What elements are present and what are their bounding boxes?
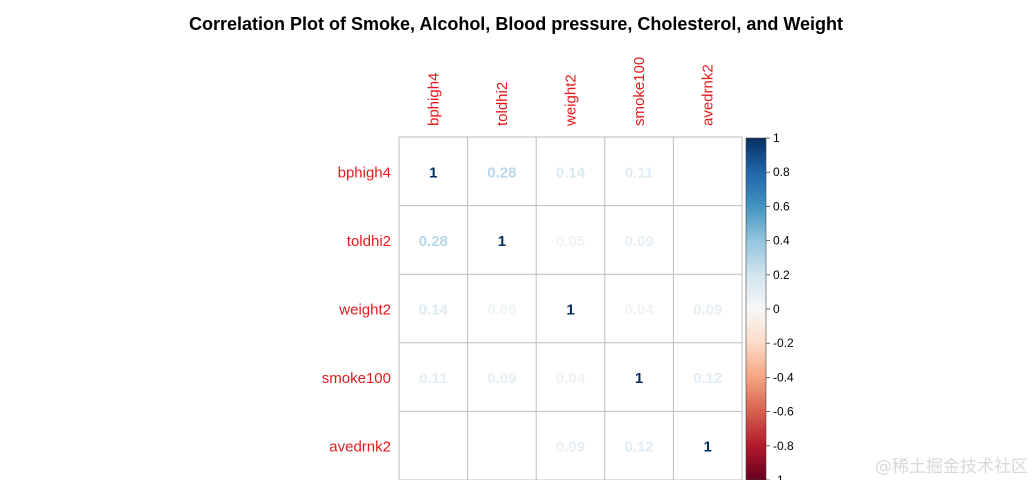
column-label-smoke100: smoke100: [631, 57, 648, 126]
cell-value-bphigh4-toldhi2: 0.28: [487, 164, 516, 181]
row-labels: bphigh4 toldhi2 weight2 smoke100 avedrnk2: [322, 164, 391, 455]
colorbar-tick-label: -0.4: [773, 370, 794, 384]
cell-value-toldhi2-bphigh4: 0.28: [419, 233, 448, 250]
cell-value-weight2-toldhi2: 0.05: [487, 302, 516, 319]
cell-value-weight2-smoke100: 0.04: [624, 302, 654, 319]
colorbar-tick-label: 0: [773, 302, 780, 316]
column-label-avedrnk2: avedrnk2: [700, 64, 717, 126]
cell-value-weight2-avedrnk2: 0.09: [693, 302, 722, 319]
color-legend: 1 0.8 0.6 0.4 0.2 0 -0.2 -0.4 -0.6 -0.8 -1: [745, 131, 794, 480]
column-label-toldhi2: toldhi2: [494, 82, 511, 126]
row-label-smoke100: smoke100: [322, 370, 391, 387]
colorbar-tick-label: 0.6: [773, 199, 790, 213]
colorbar-tick-label: -0.6: [773, 405, 794, 419]
cell-value-weight2-bphigh4: 0.14: [419, 302, 449, 319]
cell-value-bphigh4-weight2: 0.14: [556, 164, 586, 181]
cell-value-smoke100-smoke100: 1: [635, 370, 643, 387]
colorbar-tick-label: -0.8: [773, 439, 794, 453]
colorbar-tick-label: 1: [773, 131, 780, 145]
colorbar-tick-label: 0.2: [773, 268, 790, 282]
cell-value-bphigh4-bphigh4: 1: [429, 164, 437, 181]
grid-lines: [398, 136, 743, 480]
cell-value-bphigh4-smoke100: 0.11: [625, 164, 653, 181]
row-label-avedrnk2: avedrnk2: [329, 439, 391, 456]
cell-value-avedrnk2-avedrnk2: 1: [704, 439, 712, 456]
cell-value-toldhi2-toldhi2: 1: [498, 233, 506, 250]
colorbar-tick-label: 0.8: [773, 165, 790, 179]
cell-value-smoke100-avedrnk2: 0.12: [693, 370, 722, 387]
cell-value-smoke100-toldhi2: 0.09: [487, 370, 516, 387]
row-label-toldhi2: toldhi2: [347, 233, 391, 250]
cell-value-smoke100-bphigh4: 0.11: [419, 370, 447, 387]
cell-value-toldhi2-smoke100: 0.09: [624, 233, 653, 250]
chart-title: Correlation Plot of Smoke, Alcohol, Bloo…: [189, 14, 843, 34]
cell-value-toldhi2-weight2: 0.05: [556, 233, 585, 250]
cell-value-avedrnk2-smoke100: 0.12: [624, 439, 653, 456]
row-label-weight2: weight2: [338, 302, 391, 319]
colorbar-tick-label: 0.4: [773, 234, 790, 248]
watermark: @稀土掘金技术社区: [875, 457, 1028, 477]
cell-value-weight2-weight2: 1: [566, 302, 574, 319]
colorbar-tick-label: -0.2: [773, 336, 794, 350]
colorbar-tick-label: -1: [773, 473, 784, 480]
column-labels: bphigh4 toldhi2 weight2 smoke100 avedrnk2: [425, 57, 716, 127]
row-label-bphigh4: bphigh4: [338, 164, 391, 181]
column-label-bphigh4: bphigh4: [425, 73, 442, 126]
cell-value-smoke100-weight2: 0.04: [556, 370, 586, 387]
cell-value-labels: 1 0.28 0.14 0.11 0.28 1 0.05 0.09 0.14 0.05 1 0.04 0…: [419, 164, 723, 455]
column-label-weight2: weight2: [563, 74, 580, 127]
cell-value-avedrnk2-weight2: 0.09: [556, 439, 585, 456]
colorbar-gradient: [745, 137, 767, 480]
